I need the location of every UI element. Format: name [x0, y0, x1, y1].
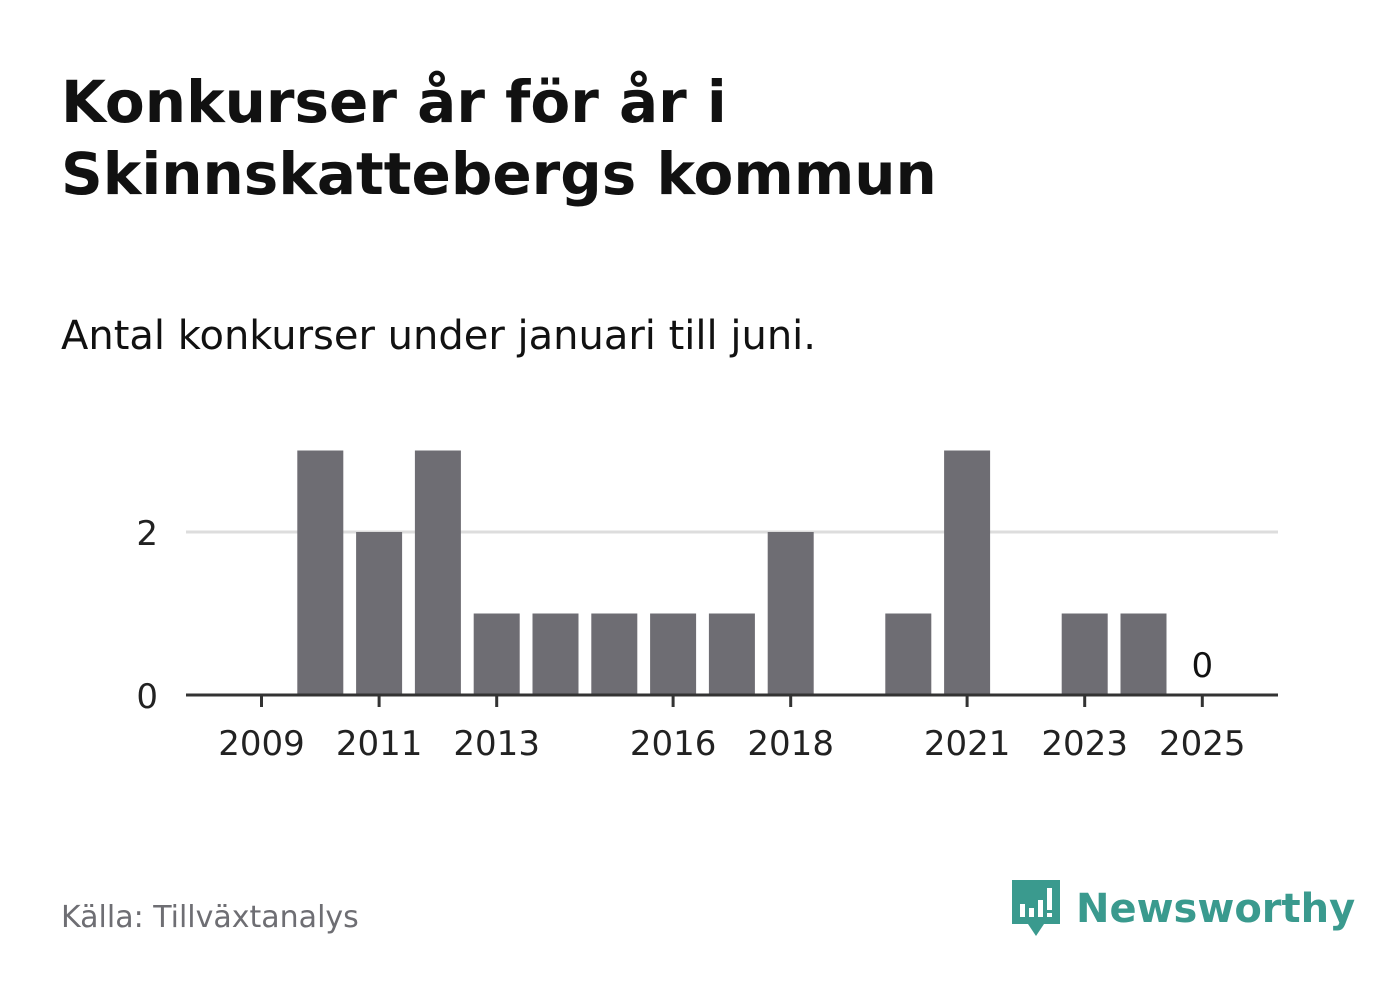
- bar-2024: [1120, 613, 1167, 695]
- bar-2018: [767, 532, 814, 695]
- x-tick-label: 2009: [218, 724, 305, 764]
- x-tick-label: 2023: [1041, 724, 1128, 764]
- x-tick-label: 2018: [747, 724, 834, 764]
- bar-2017: [708, 613, 755, 695]
- x-tick-label: 2013: [453, 724, 540, 764]
- bar-2021: [944, 450, 991, 695]
- bar-2010: [297, 450, 344, 695]
- bar-2016: [650, 613, 697, 695]
- bar-2014: [532, 613, 579, 695]
- source-note: Källa: Tillväxtanalys: [61, 900, 359, 935]
- labels: 0 2 2009 2011 2013 2016 2018 2021 2023 2025 0: [136, 514, 1245, 764]
- x-tick-label: 2025: [1159, 724, 1246, 764]
- x-tick-label: 2016: [630, 724, 717, 764]
- axes: [186, 693, 1278, 707]
- value-label-2025: 0: [1191, 646, 1213, 686]
- newsworthy-logo-icon: [1012, 880, 1060, 936]
- chart-title: Konkurser år för år i Skinnskattebergs k…: [61, 68, 937, 208]
- bar-2023: [1061, 613, 1108, 695]
- x-tick-label: 2021: [924, 724, 1011, 764]
- brand-logo: Newsworthy: [1010, 878, 1355, 940]
- chart-subtitle: Antal konkurser under januari till juni.: [61, 313, 816, 359]
- y-tick-label: 0: [136, 677, 158, 717]
- y-tick-label: 2: [136, 514, 158, 554]
- bar-2015: [591, 613, 638, 695]
- bar-2011: [356, 532, 403, 695]
- bars: [297, 450, 1167, 695]
- brand-name: Newsworthy: [1076, 886, 1356, 932]
- x-tick-label: 2011: [336, 724, 423, 764]
- bar-2012: [414, 450, 461, 695]
- bar-2020: [885, 613, 932, 695]
- bar-2013: [473, 613, 520, 695]
